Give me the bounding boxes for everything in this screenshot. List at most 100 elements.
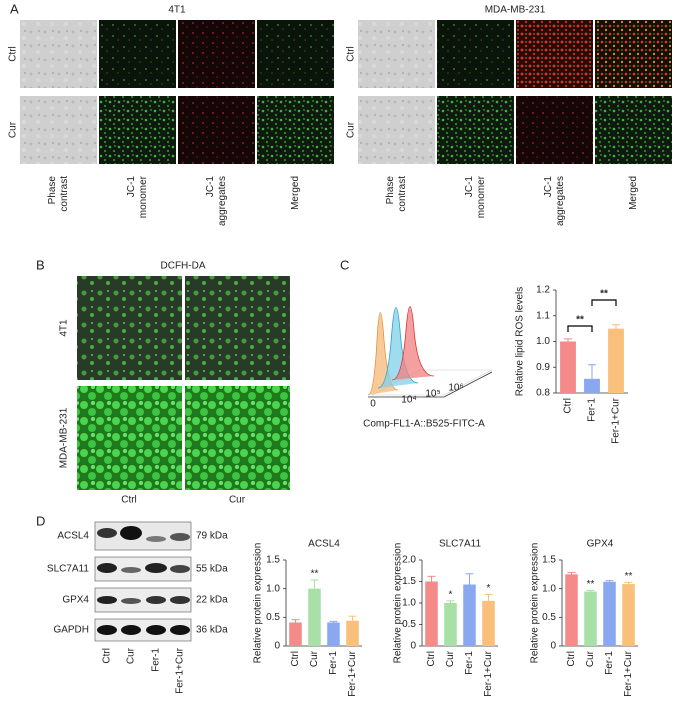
protein-label: GPX4 [62,595,89,606]
y-tick-label: 1.0 [542,583,556,594]
significance: ** [576,315,584,326]
row-label: MDA-MB-231 [59,407,70,468]
bar [565,574,578,646]
column-label-line: aggregates [217,176,228,226]
chart-title: ACSL4 [308,539,340,550]
flow-histograms [367,306,493,398]
column-label-line: Merged [628,176,639,210]
x-tick-label: Fer-1 [328,651,339,675]
micrograph [185,276,290,380]
x-tick-label: Fer-1+Cur [611,397,622,444]
chart-title: GPX4 [587,539,614,550]
column-label-line: JC-1 [126,176,137,198]
lane-label: Fer-1+Cur [175,647,186,694]
row-label: 4T1 [59,319,70,337]
y-tick-label: 1.5 [266,555,280,566]
micrograph [257,20,334,88]
group-title: MDA-MB-231 [485,5,546,16]
bar [463,584,476,646]
y-tick-label: 0.9 [536,362,550,373]
protein-label: GAPDH [53,625,89,636]
micrograph [437,96,514,164]
x-tick-label: Fer-1+Cur [623,650,634,697]
micrograph [77,276,182,380]
chart-title: SLC7A11 [439,539,482,550]
micrograph [595,20,672,88]
bar [444,603,457,646]
bar [346,620,359,646]
y-tick-label: 1.2 [536,285,550,296]
x-tick-label: Fer-1 [604,651,615,675]
y-axis-label: Relative protein expression [530,543,541,664]
size-label: 36 kDa [196,625,228,636]
x-tick-label: Ctrl [563,398,574,414]
column-label-line: JC-1 [205,176,216,198]
column-label: JC-1monomer [126,175,149,218]
significance: * [487,583,491,594]
protein-label: ACSL4 [57,531,89,542]
micrograph [178,96,255,164]
x-tick-label: Fer-1+Cur [347,650,358,697]
column-label-line: monomer [476,175,487,218]
y-tick-label: 1.0 [536,336,550,347]
column-label: JC-1monomer [464,175,487,218]
micrograph [77,386,182,490]
micrograph [595,96,672,164]
column-label-line: contrast [397,176,408,212]
flow-tick-label: 10⁵ [425,389,440,400]
y-tick-label: 0.5 [266,612,280,623]
lane-label: Ctrl [102,648,113,664]
micrograph [20,96,97,164]
lane-label: Cur [126,647,137,664]
x-tick-label: Cur [445,650,456,667]
panel-title: DCFH-DA [161,261,206,272]
column-label: Merged [628,176,639,210]
significance: ** [625,571,633,582]
column-label: Ctrl [121,495,137,506]
bar [560,341,576,393]
column-label-line: aggregates [555,176,566,226]
y-tick-label: 1.5 [542,555,556,566]
bar [608,328,624,393]
bar [327,622,340,646]
micrograph [20,20,97,88]
western-blot [94,521,192,642]
size-label: 22 kDa [196,595,228,606]
lane-label: Fer-1 [151,648,162,672]
y-axis-label: Relative lipid ROS levels [515,287,526,397]
row-label: Cur [346,121,357,138]
flow-tick-label: 10⁶ [448,383,463,394]
column-label-line: JC-1 [543,176,554,198]
x-tick-label: Cur [585,650,596,667]
micrograph [358,20,435,88]
x-tick-label: Fer-1 [587,398,598,422]
panel-label: C [340,257,349,272]
column-label: Merged [290,176,301,210]
flow-tick-label: 10⁴ [401,395,416,406]
column-label-line: JC-1 [464,176,475,198]
x-tick-label: Ctrl [426,651,437,667]
significance-bracket [591,299,617,306]
y-tick-label: 0.8 [536,388,550,399]
protein-label: SLC7A11 [47,564,90,575]
x-tick-label: Cur [309,650,320,667]
flow-tick-label: 0 [370,399,376,410]
bar [603,581,616,646]
y-tick-label: 0 [550,641,556,652]
row-label: Cur [8,121,19,138]
y-tick-label: 0.5 [542,612,556,623]
row-label: Ctrl [8,46,19,62]
significance: * [449,589,453,600]
y-tick-label: 0 [274,641,280,652]
column-label: Phasecontrast [385,176,408,212]
y-tick-label: 1.0 [402,598,416,609]
bar [482,600,495,646]
bar [622,584,635,646]
x-tick-label: Fer-1+Cur [483,650,494,697]
micrograph [437,20,514,88]
row-label: Ctrl [346,46,357,62]
significance-bracket [567,325,593,332]
x-tick-label: Ctrl [290,651,301,667]
panel-label: D [36,513,45,528]
